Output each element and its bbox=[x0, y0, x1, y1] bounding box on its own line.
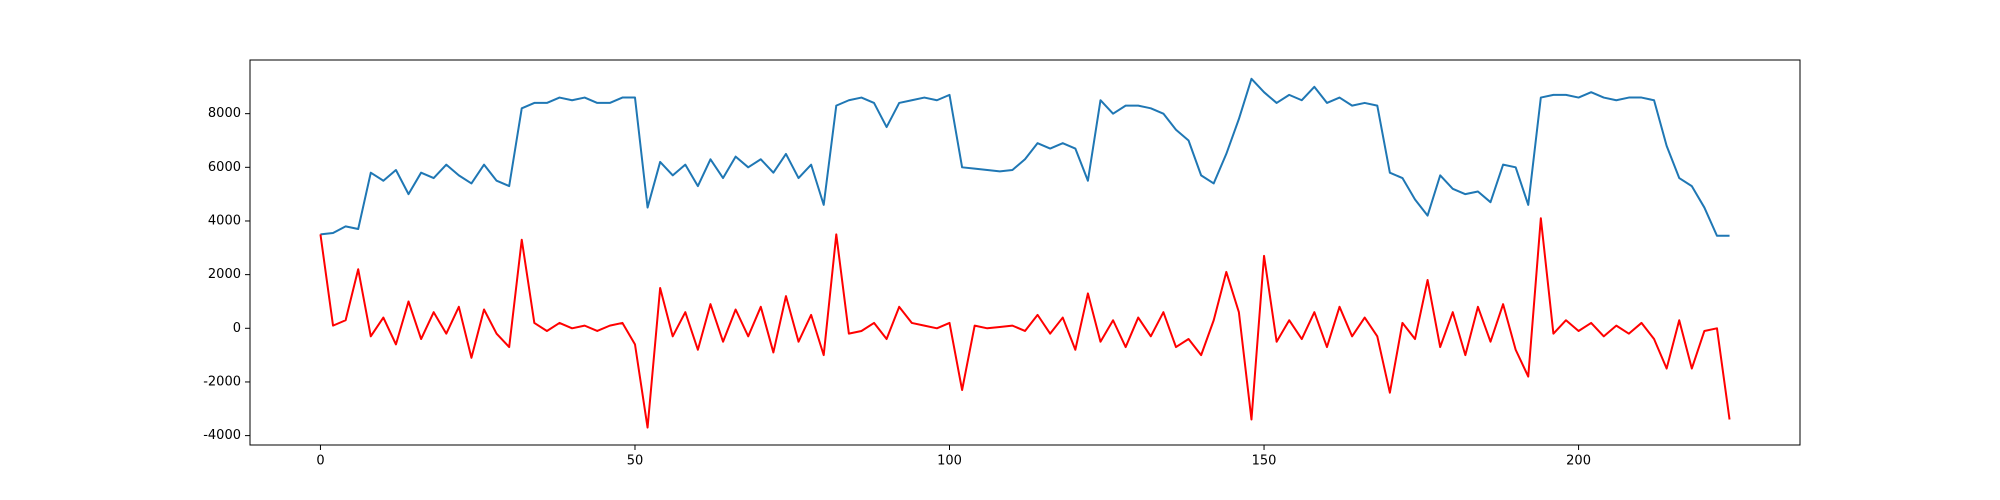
line-series bbox=[319, 217, 1731, 429]
y-tick-label: 2000 bbox=[208, 267, 241, 282]
x-tick-label: 100 bbox=[937, 454, 962, 469]
x-tick-label: 50 bbox=[627, 454, 644, 469]
axes-frame bbox=[249, 59, 1801, 446]
x-tick-label: 200 bbox=[1566, 454, 1591, 469]
y-tick-label: -4000 bbox=[203, 428, 241, 443]
y-tick-label: -2000 bbox=[203, 374, 241, 389]
y-tick-label: 8000 bbox=[208, 106, 241, 121]
x-tick-label: 150 bbox=[1252, 454, 1277, 469]
line-series bbox=[320, 77, 1730, 237]
y-tick-label: 4000 bbox=[208, 213, 241, 228]
y-tick-label: 6000 bbox=[208, 160, 241, 175]
x-tick-label: 0 bbox=[316, 454, 324, 469]
y-tick-label: 0 bbox=[233, 321, 241, 336]
